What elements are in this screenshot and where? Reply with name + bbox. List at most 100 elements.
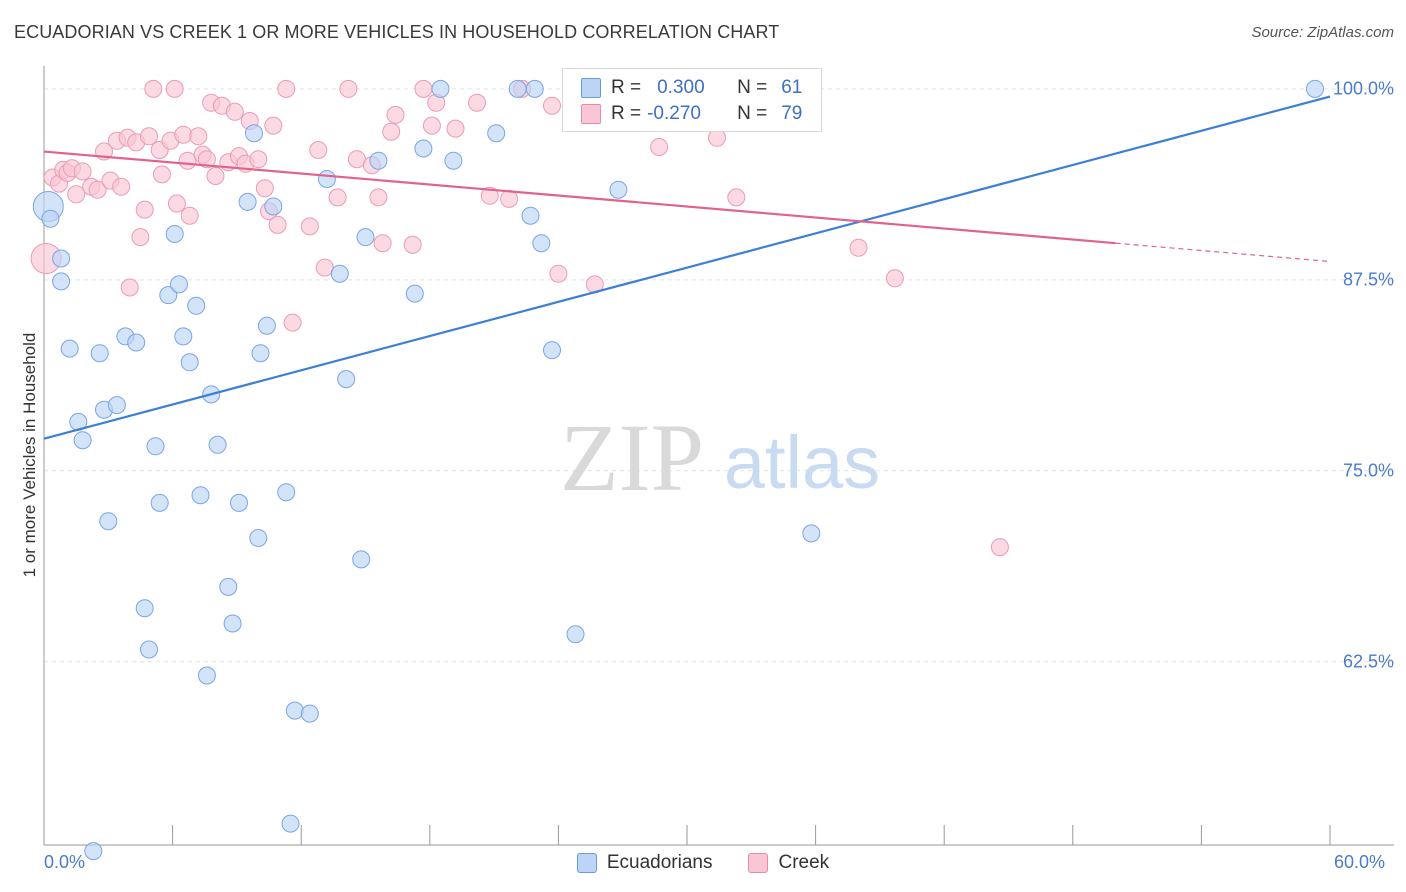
ecuadorian-point [230, 493, 248, 512]
ecuadorian-point [135, 599, 154, 618]
ecuadorian-point [508, 79, 527, 98]
ecuadorian-trend-line [43, 95, 1331, 440]
creek-point [180, 206, 199, 225]
y-axis-label: 1 or more Vehicles in Household [20, 332, 39, 578]
ecuadorian-point [60, 339, 79, 358]
ecuadorian-point [245, 124, 263, 143]
legend-n-label: N = [737, 77, 768, 98]
ecuadorian-point [52, 272, 71, 291]
creek-point [414, 79, 433, 98]
bottom-legend-ecuadorians: Ecuadorians [576, 852, 713, 874]
ecuadorian-point [251, 344, 270, 363]
creek-point [178, 151, 197, 170]
y-tick-label: 100.0% [1332, 78, 1394, 99]
creek-point [347, 150, 366, 169]
ecuadorian-point [249, 529, 268, 547]
ecuadorian-point [281, 814, 300, 833]
ecuadorian-point [191, 486, 210, 505]
creek-point [339, 79, 358, 98]
trend-lines [43, 95, 1331, 440]
ecuadorian-point [532, 234, 551, 253]
bottom-legend-label-ecuadorians: Ecuadorians [606, 852, 713, 873]
ecuadorian-point [238, 192, 257, 211]
creek-point [189, 127, 208, 146]
bottom-legend: Ecuadorians Creek [0, 852, 1406, 874]
ecuadorian-point [99, 512, 118, 531]
legend-swatch-creek [581, 104, 601, 124]
creek-point [480, 186, 499, 205]
ecuadorian-point [330, 264, 349, 283]
legend-row-ecuadorians: R = 0.300 N = 61 [581, 77, 802, 99]
legend-r-label: R = [611, 103, 642, 124]
x-tick-min: 0.0% [44, 852, 86, 872]
ecuadorian-point [609, 180, 628, 199]
creek-point [120, 278, 139, 297]
legend-row-creek: R = -0.270 N = 79 [581, 103, 802, 125]
gridlines [44, 88, 1394, 663]
y-tick-label: 87.5% [1342, 269, 1394, 290]
ecuadorian-point [180, 353, 199, 372]
creek-point [88, 180, 107, 199]
creek-point [373, 234, 392, 253]
creek-point [225, 102, 244, 121]
ecuadorian-point [521, 206, 540, 225]
ecuadorian-point [317, 170, 336, 188]
creek-trend-extension [1115, 242, 1331, 263]
creek-point [268, 215, 287, 234]
creek-point [300, 217, 319, 236]
creek-point [197, 150, 216, 169]
ecuadorian-point [525, 79, 544, 98]
legend-r-label: R = [611, 77, 642, 98]
creek-point [67, 185, 86, 204]
legend-n-label: N = [737, 103, 768, 124]
creek-point [446, 119, 465, 138]
ecuadorian-point [300, 704, 319, 723]
creek-point [990, 538, 1009, 557]
legend-r-value-creek: -0.270 [647, 103, 701, 124]
ecuadorian-point [487, 124, 506, 143]
x-tick-max: 60.0% [1334, 852, 1386, 872]
creek-point [264, 116, 283, 135]
ecuadorian-point [444, 151, 463, 170]
ecuadorian-point [90, 344, 109, 363]
creek-point [167, 194, 186, 213]
creek-point [468, 93, 486, 112]
watermark-zip: ZIP [560, 404, 704, 511]
y-tick-label: 75.0% [1342, 460, 1394, 481]
creek-point [112, 177, 131, 196]
creek-point [73, 162, 92, 181]
creek-point [165, 79, 184, 98]
ecuadorian-point [150, 493, 169, 512]
watermark: ZIP atlas [560, 404, 880, 511]
creek-point [152, 165, 171, 184]
ecuadorian-point [337, 370, 356, 389]
source-credit: Source: ZipAtlas.com [1251, 24, 1394, 41]
bottom-legend-swatch-creek [748, 853, 769, 873]
ecuadorian-point [187, 296, 206, 315]
ecuadorian-point [52, 249, 71, 268]
creek-point [315, 258, 334, 277]
bottom-legend-swatch-ecuadorians [576, 853, 597, 873]
ecuadorian-point [1306, 79, 1324, 98]
ecuadorian-point [170, 275, 188, 294]
ecuadorian-point [543, 341, 561, 360]
creek-point [309, 141, 328, 159]
ecuadorian-point [566, 625, 585, 644]
ecuadorian-point [369, 151, 388, 170]
legend-r-value-ecuadorians: 0.300 [657, 77, 705, 98]
ecuadorian-point [107, 396, 126, 415]
ecuadorian-point [414, 139, 433, 158]
data-points [30, 79, 1324, 861]
ecuadorian-point [802, 524, 821, 543]
ecuadorian-point [146, 437, 165, 456]
axes [43, 66, 1394, 846]
ecuadorian-point [277, 483, 296, 502]
chart-title: ECUADORIAN VS CREEK 1 OR MORE VEHICLES I… [14, 22, 780, 42]
creek-point [144, 79, 163, 98]
ecuadorian-point [159, 286, 178, 305]
ecuadorian-point [223, 614, 242, 633]
ecuadorian-point [264, 197, 283, 216]
ecuadorian-point [285, 701, 304, 720]
creek-point [369, 188, 388, 207]
